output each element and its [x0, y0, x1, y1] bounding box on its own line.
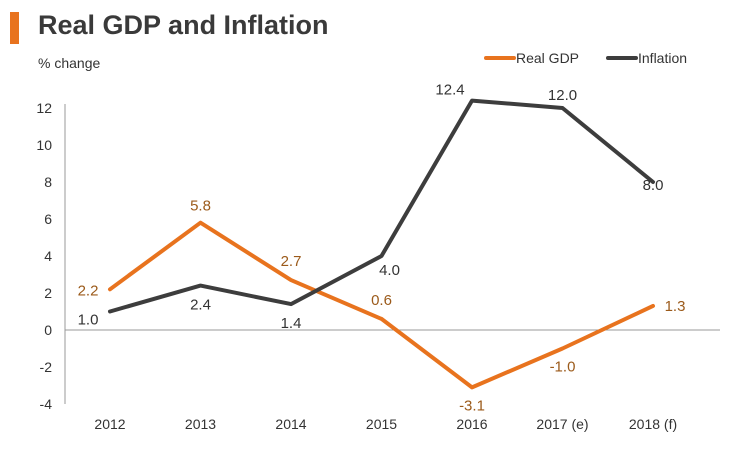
y-tick-label: -4 — [40, 396, 53, 412]
inflation-data-label: 8.0 — [643, 177, 664, 194]
title-accent-bar — [10, 12, 19, 44]
y-tick-label: 2 — [44, 285, 52, 301]
y-tick-label: -2 — [40, 359, 53, 375]
y-tick-label: 10 — [36, 137, 52, 153]
inflation-data-label: 12.0 — [548, 87, 577, 104]
real-gdp-data-label: -3.1 — [459, 397, 485, 414]
legend-real-gdp-label: Real GDP — [516, 50, 579, 66]
chart-title: Real GDP and Inflation — [38, 10, 329, 40]
y-tick-label: 0 — [44, 322, 52, 338]
inflation-data-label: 2.4 — [190, 297, 211, 314]
real-gdp-data-label: 0.6 — [371, 292, 392, 309]
real-gdp-data-label: 5.8 — [190, 198, 211, 215]
real-gdp-data-label: 2.2 — [78, 282, 99, 299]
y-tick-label: 8 — [44, 174, 52, 190]
x-tick-label: 2014 — [275, 416, 306, 432]
y-tick-label: 12 — [36, 100, 52, 116]
x-tick-label: 2012 — [94, 416, 125, 432]
legend-inflation-label: Inflation — [638, 50, 687, 66]
y-tick-label: 4 — [44, 248, 52, 264]
inflation-data-label: 4.0 — [379, 262, 400, 279]
x-tick-label: 2017 (e) — [536, 416, 588, 432]
x-tick-label: 2018 (f) — [629, 416, 677, 432]
real-gdp-data-label: 2.7 — [281, 253, 302, 270]
x-tick-label: 2015 — [366, 416, 397, 432]
y-tick-label: 6 — [44, 211, 52, 227]
inflation-data-label: 1.0 — [78, 312, 99, 329]
real-gdp-line — [108, 220, 655, 390]
inflation-data-label: 12.4 — [435, 82, 464, 99]
inflation-line — [108, 98, 655, 314]
y-axis-label: % change — [38, 55, 101, 71]
real-gdp-data-label: 1.3 — [665, 298, 686, 315]
inflation-data-label: 1.4 — [281, 315, 302, 332]
real-gdp-data-label: -1.0 — [550, 359, 576, 376]
x-tick-label: 2016 — [456, 416, 487, 432]
x-tick-label: 2013 — [185, 416, 216, 432]
